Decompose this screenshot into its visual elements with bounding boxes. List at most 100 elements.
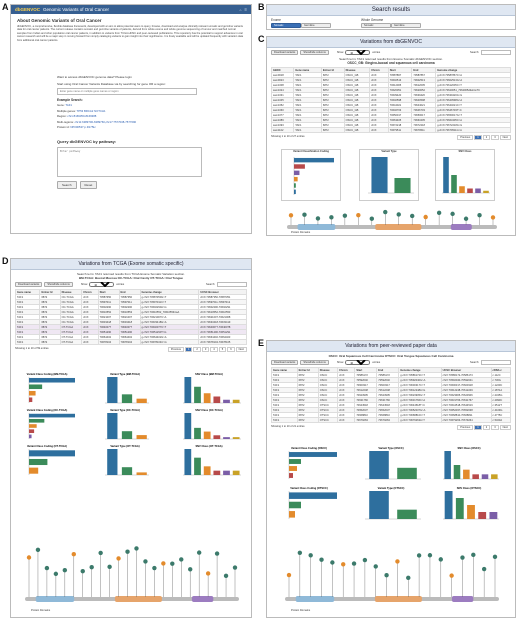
lollipop-head — [26, 555, 32, 560]
lollipop-head — [356, 212, 361, 218]
d-show-label: Show — [80, 283, 88, 286]
page-link[interactable]: 1 — [474, 135, 482, 140]
c-chart2-title: Variant Type — [381, 150, 397, 153]
ex-protein-link[interactable]: NP000537:p.R175H — [70, 125, 96, 129]
c-entries-select[interactable]: 10 — [345, 50, 371, 55]
d-search-input[interactable] — [217, 282, 247, 287]
page-link[interactable]: Previous — [457, 135, 474, 140]
page-link[interactable]: 2 — [482, 425, 491, 430]
panel-b-search-results: Search results Exome Somatic Germline Wh… — [266, 4, 516, 30]
c-showing-text: Showing 1 to 10 of 27 entries — [271, 135, 305, 138]
bar — [29, 397, 33, 403]
table-cell: 70678104 — [118, 339, 141, 345]
d-download-button[interactable]: Download variants — [15, 282, 43, 287]
nav-home-icon[interactable]: ⌂ — [239, 7, 242, 12]
page-link[interactable]: 3 — [201, 347, 210, 352]
table-row[interactable]: TAF1 6872 OTSCC chrX 70652037 70652037 g.chrX:… — [271, 407, 512, 413]
search-button[interactable]: Search — [57, 180, 77, 189]
table-row[interactable]: TAF1 6872 OT-TCGA chrX 70678104 70678104 g.chr… — [14, 339, 247, 345]
wg-germline-button[interactable]: Germline — [391, 23, 421, 28]
lollipop-head — [62, 567, 68, 573]
ex-multi-link[interactable]: TP53 BRCA2 NOTCH1 — [76, 108, 106, 113]
d-subtitle: BM-TCGA: Buccal Mucosa OC-TCGA: Oral Cav… — [79, 276, 183, 280]
protein-domain — [35, 596, 75, 602]
c-chart3-title: SNV Class — [458, 150, 472, 153]
nav-menu-icon[interactable]: ☰ — [244, 7, 247, 12]
c-download-button[interactable]: Download variants — [271, 50, 299, 55]
pathway-input[interactable] — [57, 146, 202, 177]
bar — [184, 413, 192, 439]
table-cell: g.chrX:70678104C>G — [139, 339, 200, 345]
d-entries-select[interactable]: 10 — [89, 282, 115, 287]
table-row[interactable]: TAF1 6872 OC-TCGA chrX 70610552 70610553 g.chr… — [14, 309, 247, 315]
table-cell: 70679263 — [354, 417, 378, 423]
ex-region-link[interactable]: chr1:8169350-8169388 — [67, 114, 97, 118]
page-link[interactable]: 3 — [491, 425, 499, 430]
page-link[interactable]: 1 — [184, 347, 193, 352]
bar — [491, 474, 498, 479]
bar — [289, 473, 293, 478]
page-link[interactable]: 1 — [474, 425, 482, 430]
exome-germline-button[interactable]: Germline — [301, 23, 331, 28]
c-variants-table: GBOC Gene name Entrez Id Disease Chrom Start E… — [270, 67, 511, 133]
table-row[interactable]: TAF1 6872 OSCC chrX 70623905 70623905 g.chrX:7… — [271, 392, 512, 398]
d-show-hide-button[interactable]: Show/hide columns — [44, 282, 73, 287]
c-show-hide-button[interactable]: Show/hide columns — [300, 50, 329, 55]
bar — [478, 512, 487, 519]
page-link[interactable]: Previous — [167, 347, 184, 352]
c-lollipop-plot — [287, 209, 497, 230]
page-link[interactable]: Next — [499, 425, 511, 430]
reset-button[interactable]: Reset — [79, 180, 98, 189]
page-link[interactable]: 3 — [491, 135, 499, 140]
table-cell: 6872 — [39, 339, 61, 345]
about-heading: About Genomic Variants of Oral Cancer — [17, 18, 102, 23]
page-link[interactable]: 2 — [482, 135, 491, 140]
page-link[interactable]: Next — [235, 347, 247, 352]
protein-domain — [114, 596, 162, 602]
login-prompt[interactable]: Want to access dbGENVOC genome data? Ple… — [57, 75, 132, 79]
lollipop-head — [362, 557, 368, 563]
c-chart1-svg — [293, 157, 334, 195]
table-row[interactable]: TAF1 6872 OC-TCGA chrX 70602290 70602290 g.chr… — [14, 304, 247, 310]
lollipop-head — [351, 561, 357, 566]
app-logo[interactable]: dbGENVOC — [15, 7, 41, 12]
e-download-button[interactable]: Download variants — [271, 360, 299, 365]
bar — [369, 491, 389, 519]
lollipop-head — [80, 568, 85, 574]
exome-somatic-button[interactable]: Somatic — [271, 23, 301, 28]
e-show-hide-button[interactable]: Show/hide columns — [300, 360, 329, 365]
page-link[interactable]: 6 — [227, 347, 235, 352]
c-search-input[interactable] — [481, 50, 511, 55]
table-row[interactable]: TAF1 6872 OTSCC chrX 70679263 70679263 g.chrX:… — [271, 417, 512, 423]
gene-search-input[interactable] — [57, 88, 197, 95]
page-link[interactable]: Previous — [457, 425, 474, 430]
table-row[interactable]: TAF1 6872 OC-TCGA chrX 70597011 70597011 g.chr… — [14, 299, 247, 305]
e-entries-select[interactable]: 10 — [345, 360, 371, 365]
page-link[interactable]: 5 — [218, 347, 227, 352]
table-row[interactable]: sam1102 TAF1 6872 OSCC_GB chrX 70679511 706795… — [270, 127, 511, 133]
c-search-label: Search: — [470, 51, 479, 54]
page-link[interactable]: Next — [499, 135, 511, 140]
page-link[interactable]: 4 — [210, 347, 218, 352]
table-row[interactable]: TAF1 6872 OSCC chrX 70586172 70586172 g.chrX:7… — [271, 372, 512, 378]
bar — [29, 424, 37, 428]
lollipop-head — [492, 554, 498, 560]
ex-region-label: Region: — [57, 114, 67, 118]
bar — [481, 474, 489, 479]
protein-domain — [451, 596, 474, 602]
bar — [289, 459, 301, 464]
lollipop-head — [143, 559, 148, 564]
bar — [203, 431, 211, 439]
panel-label-c: C — [258, 34, 265, 44]
table-row[interactable]: sam1024 TAF1 6872 OSCC_GB chrX 70620051 706200… — [270, 87, 511, 93]
table-row[interactable]: TAF1 6872 OC-TCGA chrX 70621007 70621007 g.chr… — [14, 314, 247, 320]
panel-e-paper-variations: Variations from peer-reviewed paper data… — [266, 340, 516, 618]
wg-somatic-button[interactable]: Somatic — [361, 23, 391, 28]
table-row[interactable]: TAF1 6872 OSCC chrX 70592040 70592040 g.chrX:7… — [271, 377, 512, 383]
e-search-input[interactable] — [481, 360, 511, 365]
ex-multiregion-link[interactable]: chr11:6389700-6389760,chr17:7577038-7577… — [74, 119, 137, 124]
ex-gene-link[interactable]: TAF1 — [65, 103, 72, 107]
bar — [294, 176, 298, 182]
c-chart2-svg — [368, 157, 414, 194]
page-link[interactable]: 2 — [193, 347, 201, 352]
